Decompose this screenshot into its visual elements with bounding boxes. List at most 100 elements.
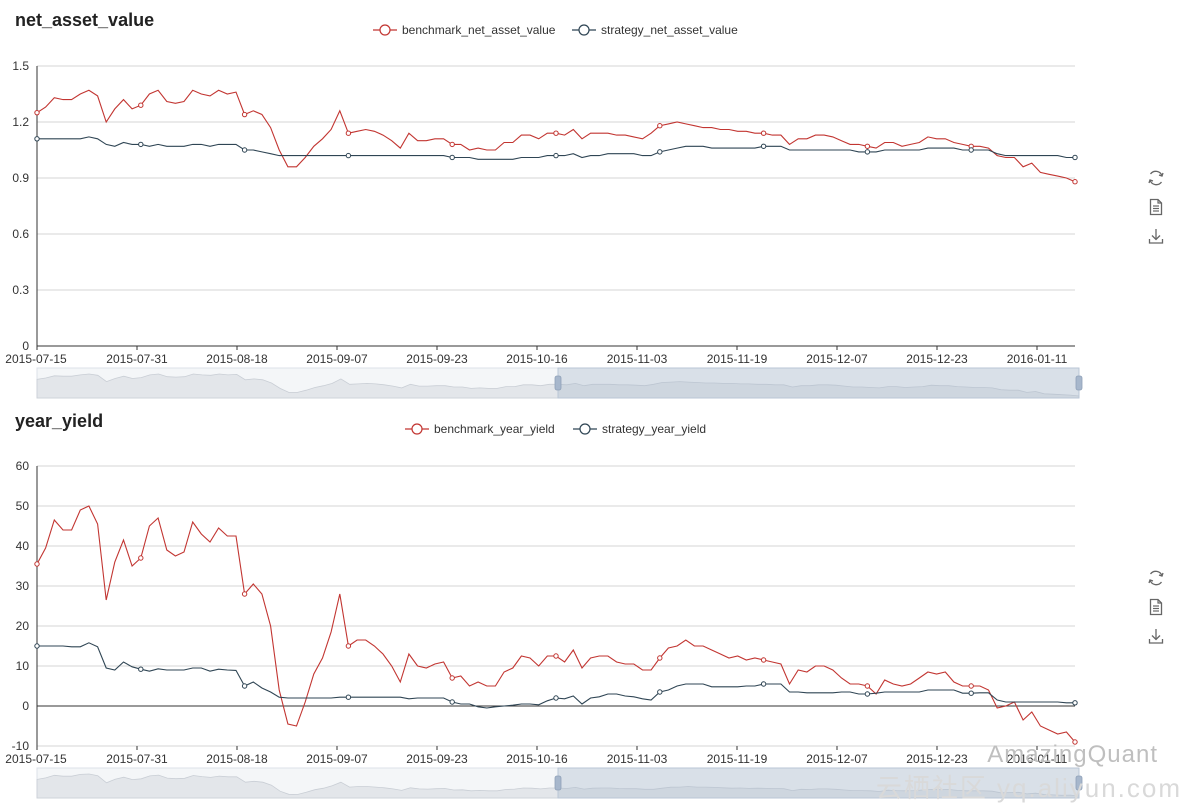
legend-label[interactable]: benchmark_year_yield [434, 422, 555, 436]
x-tick-label: 2015-07-31 [106, 752, 168, 766]
data-point [760, 657, 767, 663]
net-asset-value-panel: net_asset_value 0 0.3 0.6 0.9 1.2 1.5 2015-07-… [0, 0, 1196, 404]
y-tick-label: 30 [16, 579, 30, 593]
data-zoom-handle[interactable] [554, 775, 562, 791]
x-tick-label: 2015-08-18 [206, 752, 268, 766]
data-point [553, 130, 559, 136]
x-tick-label: 2015-09-07 [306, 352, 368, 366]
download-icon[interactable] [1146, 226, 1166, 246]
data-point [864, 691, 871, 697]
data-point [1072, 739, 1078, 745]
data-point [864, 149, 871, 155]
x-tick-label: 2015-10-16 [506, 752, 568, 766]
data-zoom-selection[interactable] [557, 767, 1080, 799]
chart-title: net_asset_value [15, 10, 155, 30]
data-point [345, 152, 352, 159]
legend-label[interactable]: strategy_net_asset_value [601, 23, 738, 37]
data-point [34, 561, 40, 567]
data-point [241, 591, 248, 597]
toolbox [1146, 568, 1166, 655]
data-point [34, 109, 40, 116]
data-point [449, 154, 455, 161]
data-point [241, 683, 248, 689]
data-point [1072, 154, 1078, 161]
x-tick-label: 2015-12-23 [906, 352, 968, 366]
y-tick-label: 0.9 [12, 171, 29, 185]
data-point [449, 699, 455, 705]
legend-marker[interactable] [579, 423, 591, 435]
year-yield-panel: year_yield -10 0 10 20 30 40 50 60 2015-07-15 201… [0, 404, 1196, 811]
data-point [138, 141, 144, 148]
x-tick-label: 2015-11-03 [607, 752, 668, 766]
data-zoom-selection[interactable] [557, 367, 1080, 399]
y-tick-label: 10 [16, 659, 30, 673]
data-zoom-handle[interactable] [1075, 775, 1083, 791]
data-point [553, 152, 559, 159]
x-tick-label: 2015-09-23 [406, 752, 468, 766]
y-tick-label: 60 [16, 459, 30, 473]
data-point [657, 149, 663, 155]
series-line-benchmark_year_yield [36, 505, 1076, 743]
data-point [449, 675, 455, 681]
data-point [760, 130, 767, 136]
y-tick-label: 0.3 [12, 283, 29, 297]
legend-label[interactable]: strategy_year_yield [602, 422, 706, 436]
x-tick-label: 2015-10-16 [506, 352, 568, 366]
data-zoom-handle[interactable] [554, 375, 562, 391]
y-tick-label: 50 [16, 499, 30, 513]
legend-marker[interactable] [578, 24, 590, 36]
data-point [657, 655, 663, 661]
refresh-icon[interactable] [1146, 168, 1166, 188]
y-tick-label: 0 [22, 339, 29, 353]
data-point [864, 683, 871, 689]
x-tick-label: 2015-09-23 [406, 352, 468, 366]
y-tick-label: 1.2 [12, 115, 29, 129]
net-asset-value-chart: 0 0.3 0.6 0.9 1.2 1.5 2015-07-15 2015-07-31 2015… [5, 23, 1083, 399]
data-point [553, 653, 559, 659]
data-point [345, 694, 352, 700]
y-tick-label: -10 [12, 739, 30, 753]
data-point [760, 681, 767, 687]
data-point [138, 555, 144, 561]
x-tick-label: 2015-07-15 [5, 352, 67, 366]
y-tick-label: 1.5 [12, 59, 29, 73]
data-point [241, 111, 248, 118]
data-point [553, 695, 559, 701]
download-icon[interactable] [1146, 626, 1166, 646]
x-tick-label: 2015-12-23 [906, 752, 968, 766]
legend-label[interactable]: benchmark_net_asset_value [402, 23, 556, 37]
data-point [345, 130, 352, 136]
y-tick-label: 0.6 [12, 227, 29, 241]
chart-title: year_yield [15, 411, 104, 431]
data-zoom-handle[interactable] [1075, 375, 1083, 391]
document-icon[interactable] [1146, 197, 1166, 217]
data-point [34, 136, 40, 142]
year-yield-chart: -10 0 10 20 30 40 50 60 2015-07-15 2015-07-31 2015… [5, 422, 1083, 799]
data-point [449, 141, 455, 148]
data-point [968, 147, 974, 153]
refresh-icon[interactable] [1146, 568, 1166, 588]
x-tick-label: 2016-01-11 [1007, 752, 1068, 766]
document-icon[interactable] [1146, 597, 1166, 617]
y-tick-label: 40 [16, 539, 30, 553]
x-tick-label: 2015-11-19 [707, 752, 768, 766]
legend-marker[interactable] [411, 423, 423, 435]
data-point [138, 102, 144, 108]
x-tick-label: 2015-09-07 [306, 752, 368, 766]
data-point [241, 147, 248, 153]
y-tick-label: 0 [22, 699, 29, 713]
x-tick-label: 2015-12-07 [806, 352, 868, 366]
x-tick-label: 2015-11-19 [707, 352, 768, 366]
data-point [657, 123, 663, 129]
toolbox [1146, 168, 1166, 255]
data-point [34, 643, 40, 649]
legend-marker[interactable] [379, 24, 391, 36]
data-point [1072, 179, 1078, 185]
data-point [864, 143, 871, 149]
x-tick-label: 2016-01-11 [1007, 352, 1068, 366]
series-line-benchmark_net_asset_value [36, 89, 1076, 183]
data-point [968, 690, 974, 696]
y-tick-label: 20 [16, 619, 30, 633]
data-zoom-preview [36, 773, 1080, 799]
data-point [345, 643, 352, 649]
